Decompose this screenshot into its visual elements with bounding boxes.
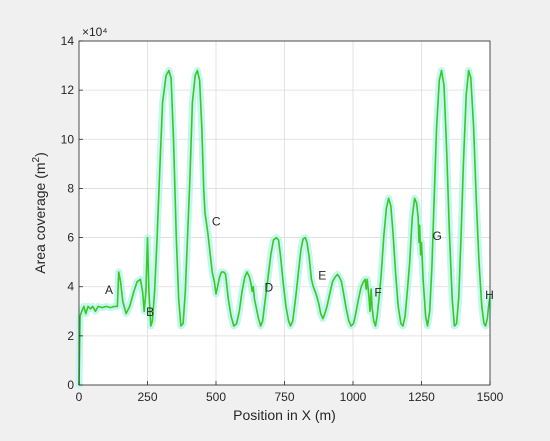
x-tick-label: 1250 — [408, 390, 435, 404]
y-axis-label-base: Area coverage (m — [32, 162, 48, 273]
x-tick-label: 1000 — [340, 390, 367, 404]
y-axis-label-tail: ) — [32, 152, 48, 157]
annotation-label: B — [146, 305, 154, 319]
x-tick-label: 250 — [137, 390, 157, 404]
y-tick-label: 12 — [61, 83, 75, 97]
annotation-label: A — [105, 283, 113, 297]
y-axis-label: Area coverage (m2) — [31, 152, 48, 274]
annotation-label: D — [264, 281, 273, 295]
annotations: A B C D E F G H — [105, 214, 494, 319]
y-tick-label: 14 — [61, 34, 75, 48]
x-tick-label: 1500 — [477, 390, 504, 404]
annotation-label: F — [374, 286, 381, 300]
y-tick-label: 2 — [67, 329, 74, 343]
x-tick-label: 0 — [76, 390, 83, 404]
annotation-label: G — [432, 229, 441, 243]
x-axis-label: Position in X (m) — [233, 407, 336, 423]
series-line — [78, 69, 491, 386]
y-tick-label: 8 — [67, 181, 74, 195]
annotation-label: C — [212, 214, 221, 228]
y-exponent: ×10⁴ — [82, 25, 108, 39]
ticks: 0 250 500 750 1000 1250 1500 0 2 4 6 8 10 12 14 — [61, 34, 504, 404]
y-tick-label: 6 — [67, 231, 74, 245]
y-axis-label-superscript: 2 — [31, 156, 42, 162]
annotation-label: E — [318, 268, 326, 282]
y-tick-label: 10 — [61, 132, 75, 146]
y-tick-label: 4 — [67, 280, 74, 294]
y-tick-label: 0 — [67, 378, 74, 392]
x-tick-label: 750 — [274, 390, 294, 404]
annotation-label: H — [485, 288, 494, 302]
series — [78, 69, 491, 386]
x-tick-label: 500 — [206, 390, 226, 404]
